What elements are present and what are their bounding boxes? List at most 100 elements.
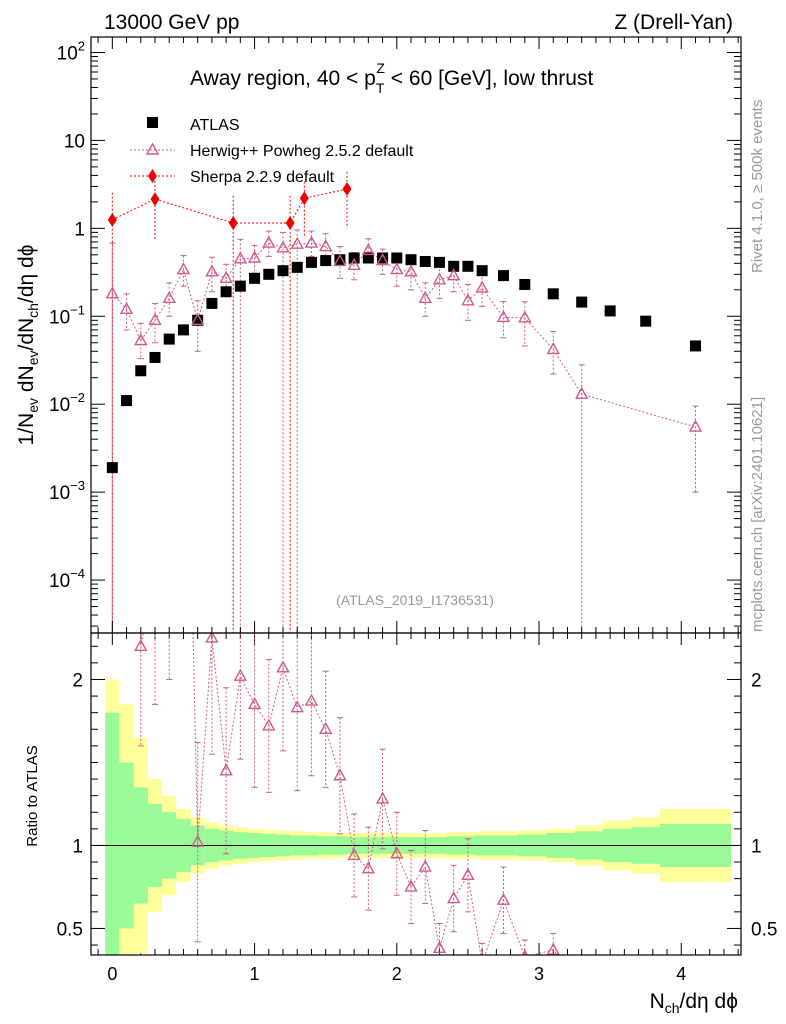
ratio-tick-label-right: 2 [751, 670, 762, 691]
atlas-point [576, 296, 588, 308]
x-axis-label: Nch/dη dϕ [650, 990, 738, 1016]
herwig-ratio-point [276, 660, 290, 673]
atlas-point [121, 395, 133, 407]
legend-label-sherpa: Sherpa 2.2.9 default [190, 169, 335, 186]
herwig-ratio-point [247, 696, 262, 710]
y-tick-label: 10−4 [49, 566, 85, 592]
herwig-point [276, 240, 290, 253]
ratio-tick-label-left: 0.5 [57, 919, 83, 940]
herwig-point [176, 262, 191, 275]
herwig-ratio-point [347, 847, 361, 861]
atlas-point [377, 252, 389, 264]
sherpa-point [107, 212, 117, 227]
atlas-point [234, 280, 246, 292]
herwig-point [247, 250, 262, 263]
atlas-point [476, 265, 488, 277]
atlas-point [362, 252, 374, 264]
herwig-point [361, 243, 376, 256]
herwig-ratio-point [404, 879, 418, 892]
herwig-point [148, 312, 162, 325]
herwig-ratio-point [418, 859, 432, 872]
herwig-point [432, 272, 447, 285]
atlas-point [433, 256, 445, 268]
herwig-point [575, 386, 589, 399]
atlas-point [106, 462, 118, 474]
herwig-ratio-point [190, 834, 205, 847]
ratio-tick-label-right: 0.5 [751, 919, 777, 940]
analysis-label: (ATLAS_2019_I1736531) [336, 592, 494, 608]
herwig-point [162, 290, 176, 304]
herwig-ratio-point [290, 700, 304, 713]
herwig-ratio-point [150, 566, 161, 576]
x-tick-label: 3 [534, 964, 544, 984]
atlas-point [192, 314, 204, 326]
herwig-point [418, 290, 432, 304]
y-tick-label: 10−1 [49, 302, 85, 328]
herwig-point [461, 293, 475, 306]
x-tick-label: 1 [250, 964, 260, 984]
y-tick-label: 102 [57, 38, 85, 64]
legend-marker-sherpa [148, 169, 157, 183]
sherpa-point [228, 216, 238, 231]
atlas-point [277, 265, 289, 277]
herwig-ratio-point [546, 942, 560, 955]
x-tick-label: 0 [107, 964, 117, 984]
herwig-point [105, 286, 120, 299]
sherpa-point [342, 182, 352, 197]
herwig-point [475, 280, 489, 293]
herwig-point [447, 268, 461, 281]
herwig-point [375, 253, 390, 266]
sherpa-point [285, 216, 295, 231]
herwig-point [262, 235, 276, 248]
sherpa-point [299, 191, 309, 206]
herwig-point [546, 341, 560, 355]
herwig-ratio-point [432, 940, 447, 954]
herwig-ratio-point [304, 693, 319, 706]
atlas-point [249, 272, 261, 284]
herwig-ratio-point [361, 861, 376, 874]
herwig-point [219, 270, 233, 284]
atlas-point [604, 305, 616, 317]
mcplots-label: mcplots.cern.ch [arXiv:2401.10621] [749, 397, 766, 632]
atlas-point [640, 315, 652, 327]
legend: ATLAS Herwig++ Powheg 2.5.2 default Sher… [130, 117, 414, 186]
herwig-ratio-point [333, 768, 347, 781]
herwig-point [290, 236, 304, 249]
header-right: Z (Drell-Yan) [614, 11, 733, 34]
herwig-ratio-point [375, 791, 390, 804]
atlas-point [320, 255, 332, 267]
herwig-ratio-point [219, 763, 233, 776]
atlas-point [263, 268, 275, 280]
atlas-point [291, 261, 303, 273]
rivet-label: Rivet 4.1.0, ≥ 500k events [749, 100, 766, 273]
herwig-ratio-point [262, 718, 276, 731]
x-tick-label: 2 [392, 964, 402, 984]
herwig-ratio-point [477, 957, 488, 967]
herwig-ratio-point [496, 892, 511, 905]
herwig-ratio-point [318, 721, 333, 734]
atlas-point [462, 260, 474, 272]
sherpa-line [112, 188, 348, 224]
herwig-ratio-point [205, 633, 219, 643]
atlas-point [149, 351, 161, 363]
herwig-ratio-point [134, 638, 148, 651]
atlas-point [305, 256, 317, 268]
herwig-point [404, 264, 418, 277]
herwig-point [518, 310, 532, 323]
herwig-point [333, 254, 347, 267]
atlas-point [419, 255, 431, 267]
herwig-line [111, 242, 696, 428]
herwig-point [390, 262, 404, 275]
sherpa-point [150, 192, 160, 207]
chart-title: Away region, 40 < pTZ < 60 [GeV], low th… [190, 60, 593, 96]
atlas-point [163, 333, 175, 345]
herwig-ratio-point [164, 524, 175, 534]
y-axis-label: 1/Nev dNev/dNch/dη dϕ [15, 245, 41, 446]
atlas-point [334, 254, 346, 266]
atlas-point [220, 286, 232, 298]
ratio-frame [90, 632, 742, 956]
herwig-point [304, 235, 319, 248]
ratio-band-stat [105, 712, 120, 955]
atlas-point [448, 260, 460, 272]
herwig-ratio-point [233, 668, 248, 681]
